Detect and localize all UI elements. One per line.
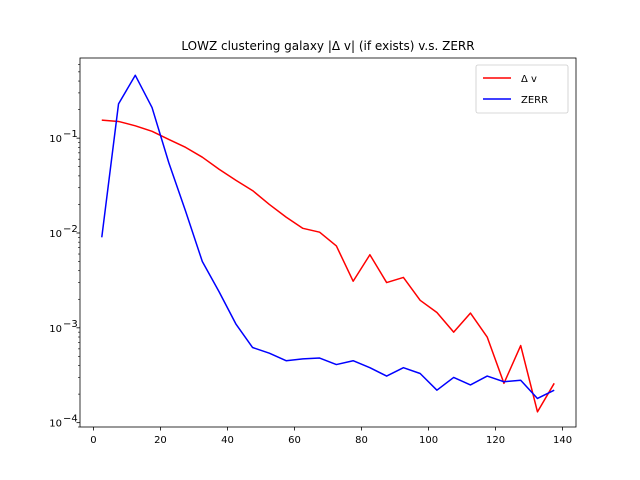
legend-label-0: Δ v: [521, 74, 537, 85]
x-tick-label: 40: [221, 435, 234, 446]
y-tick-exponent: −4: [63, 414, 78, 425]
x-tick-label: 120: [486, 435, 505, 446]
x-tick-label: 20: [154, 435, 167, 446]
x-tick-label: 140: [553, 435, 572, 446]
y-tick-label: 10: [49, 324, 62, 335]
series-line-0: [101, 119, 555, 413]
axes-frame: [79, 57, 577, 428]
legend: Δ v ZERR: [475, 64, 569, 114]
y-tick-exponent: −1: [63, 129, 78, 140]
legend-label-1: ZERR: [521, 95, 548, 106]
series-line-1: [101, 74, 555, 400]
x-tick-label: 80: [355, 435, 368, 446]
legend-box: [475, 64, 569, 114]
y-tick-label: 10: [49, 134, 62, 145]
y-tick-exponent: −3: [63, 319, 78, 330]
y-tick-exponent: −2: [63, 224, 78, 235]
chart-title: LOWZ clustering galaxy |Δ v| (if exists)…: [181, 39, 474, 53]
y-tick-label: 10: [49, 419, 62, 430]
x-tick-label: 0: [90, 435, 96, 446]
y-tick-label: 10: [49, 229, 62, 240]
x-tick-label: 100: [419, 435, 438, 446]
x-tick-label: 60: [288, 435, 301, 446]
